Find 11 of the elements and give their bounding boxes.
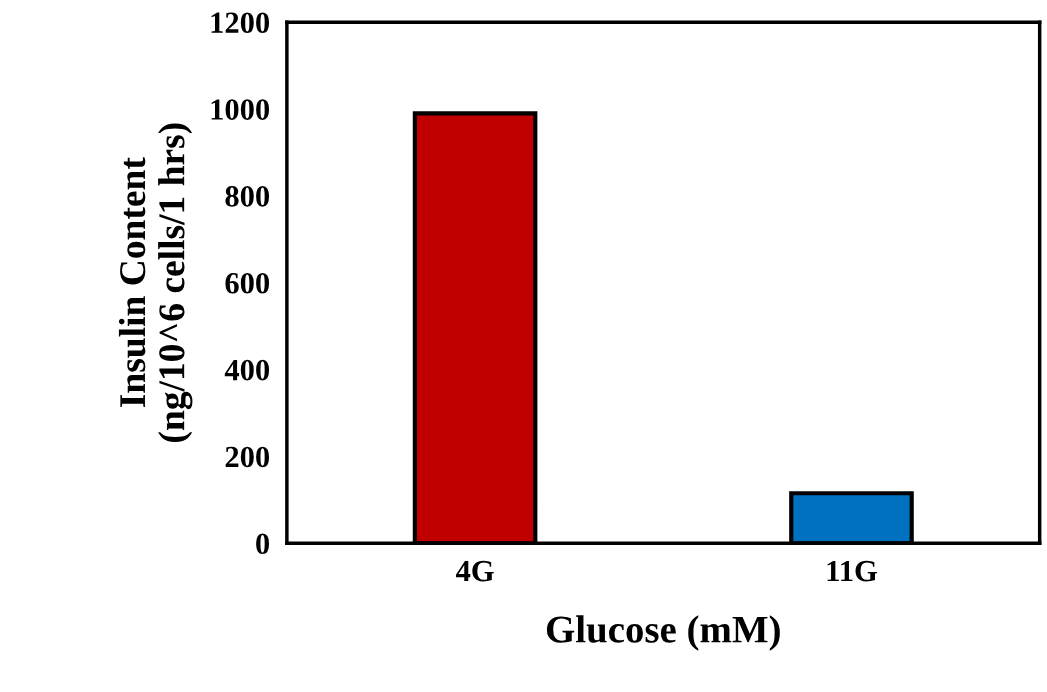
y-tick-label: 200	[225, 446, 270, 468]
y-tick-label: 0	[256, 533, 270, 555]
y-tick-label: 400	[224, 359, 270, 381]
x-axis-title: Glucose (mM)	[546, 615, 780, 651]
y-axis-title: Insulin Content (ng/10^6 cells/1 hrs)	[118, 123, 193, 442]
x-tick-label: 4G	[455, 560, 494, 582]
y-tick-label: 800	[225, 186, 270, 207]
x-tick-label: 11G	[827, 560, 877, 582]
y-tick-label: 1200	[211, 12, 270, 34]
y-tick-label: 600	[225, 272, 270, 294]
y-tick-label: 1000	[211, 99, 270, 120]
